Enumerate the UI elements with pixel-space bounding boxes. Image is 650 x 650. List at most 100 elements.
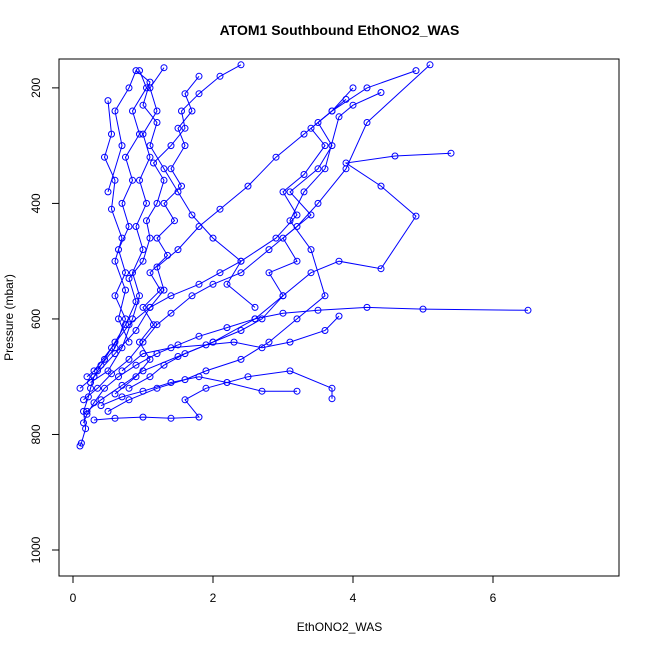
data-point [244, 373, 252, 381]
data-point [279, 292, 287, 300]
data-point [307, 211, 315, 219]
data-point [143, 199, 150, 207]
series-3 [83, 149, 455, 415]
data-point [293, 315, 301, 323]
data-point [258, 387, 266, 395]
data-point [321, 142, 329, 150]
x-tick-label: 4 [350, 591, 357, 605]
data-point [321, 327, 329, 334]
data-point [160, 199, 168, 207]
data-point [328, 142, 336, 150]
data-point [146, 234, 154, 242]
series-line [83, 306, 529, 424]
data-point [174, 353, 182, 360]
data-point [412, 212, 420, 220]
y-tick-label: 1000 [29, 536, 43, 563]
data-point [125, 355, 133, 363]
data-point [136, 130, 143, 138]
data-point [279, 309, 287, 317]
y-tick-label: 200 [29, 78, 43, 98]
data-point [76, 384, 84, 392]
series-line [90, 67, 165, 383]
data-point [132, 361, 140, 369]
series-line [114, 75, 200, 395]
data-point [174, 188, 182, 196]
data-point [349, 101, 357, 109]
data-point [136, 338, 143, 346]
data-point [153, 119, 161, 126]
data-point [83, 373, 91, 381]
data-point [237, 61, 245, 69]
x-tick-label: 2 [210, 591, 217, 605]
data-point [167, 142, 175, 150]
data-point [129, 107, 136, 115]
data-point [125, 275, 133, 282]
series-line [79, 64, 242, 447]
data-point [129, 176, 136, 184]
data-point [132, 327, 140, 334]
data-point [342, 165, 350, 173]
x-tick-label: 6 [490, 591, 497, 605]
series-1 [76, 61, 245, 450]
data-point [279, 188, 287, 196]
data-point [377, 265, 385, 273]
data-point [307, 269, 315, 277]
data-point [153, 107, 161, 115]
data-point [195, 332, 203, 340]
data-point [132, 223, 140, 230]
data-point [118, 367, 126, 375]
data-point [167, 414, 175, 422]
data-point [132, 373, 140, 381]
data-point [314, 119, 322, 126]
data-point [363, 84, 371, 92]
data-point [363, 303, 371, 311]
data-point [300, 130, 308, 138]
data-point [136, 292, 143, 300]
data-point [125, 84, 133, 92]
data-point [160, 176, 168, 184]
data-point [125, 338, 133, 346]
data-point [216, 205, 224, 213]
data-point [111, 107, 119, 115]
data-point [153, 234, 161, 242]
y-axis-label: Pressure (mbar) [2, 274, 16, 361]
data-point [195, 373, 203, 381]
data-point [195, 72, 203, 80]
data-point [181, 124, 189, 132]
series-2 [80, 303, 532, 427]
series-10 [87, 64, 168, 386]
data-point [146, 303, 154, 311]
data-point [237, 355, 245, 363]
data-point [181, 376, 189, 384]
data-point [419, 305, 427, 313]
data-point [104, 97, 112, 105]
series-9 [118, 312, 343, 375]
data-point [181, 90, 189, 98]
data-point [258, 344, 266, 352]
data-point [174, 341, 182, 349]
data-point [160, 64, 168, 72]
data-point [104, 407, 112, 415]
data-point [115, 373, 122, 381]
series-line [83, 64, 431, 401]
data-point [314, 306, 322, 314]
series-7 [80, 61, 434, 404]
data-point [101, 384, 108, 392]
plot-frame [58, 58, 620, 577]
data-point [122, 315, 129, 323]
data-point [195, 413, 203, 421]
data-point [167, 344, 175, 352]
data-point [251, 303, 259, 311]
data-point [195, 280, 203, 288]
data-point [314, 165, 322, 173]
data-point [139, 246, 147, 254]
data-point [136, 176, 143, 184]
data-point [335, 257, 343, 265]
data-point [363, 119, 371, 126]
data-point [377, 89, 385, 96]
data-point [223, 379, 231, 386]
data-point [293, 257, 301, 265]
data-point [80, 419, 87, 427]
